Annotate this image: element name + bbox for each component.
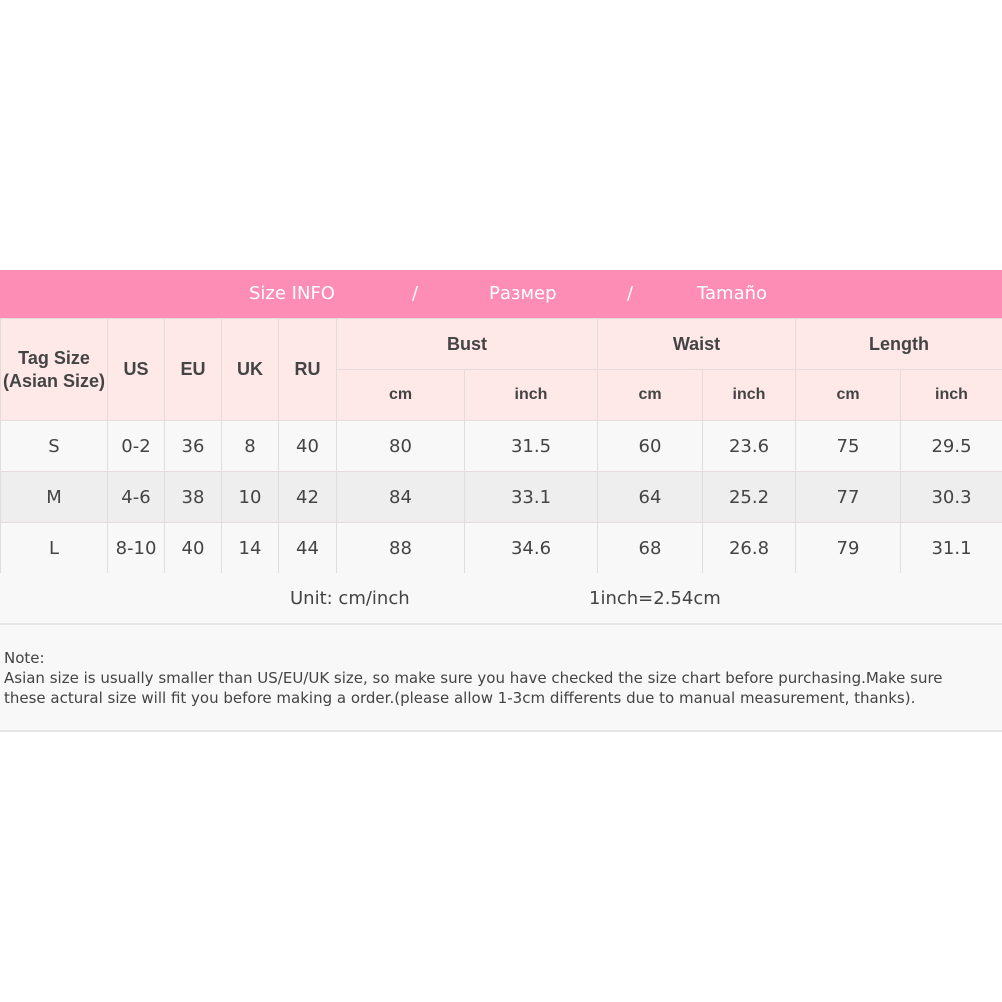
unit-row: Unit: cm/inch 1inch=2.54cm [0,573,1002,625]
cell-ru: 42 [278,471,337,523]
header-ru: RU [278,318,337,421]
note-section: Note: Asian size is usually smaller than… [0,625,1002,732]
header-uk: UK [221,318,279,421]
cell-bust-cm: 80 [336,420,465,472]
cell-waist-inch: 25.2 [702,471,796,523]
cell-us: 0-2 [107,420,165,472]
size-info-banner: Size INFO / Размер / Tamaño [0,270,1002,318]
cell-bust-inch: 33.1 [464,471,598,523]
note-title: Note: [4,649,45,667]
header-waist: Waist [597,318,796,370]
cell-waist-cm: 64 [597,471,703,523]
cell-eu: 36 [164,420,222,472]
unit-conversion: 1inch=2.54cm [589,588,721,609]
cell-length-cm: 79 [795,522,901,574]
cell-ru: 40 [278,420,337,472]
asian-size-label: (Asian Size) [2,370,106,391]
cell-length-cm: 77 [795,471,901,523]
banner-separator: / [627,283,634,304]
header-eu: EU [164,318,222,421]
table-row: M 4-6 38 10 42 84 33.1 64 25.2 77 30.3 [0,471,1002,523]
header-length-cm: cm [795,369,901,421]
unit-label: Unit: cm/inch [290,588,410,609]
header-waist-cm: cm [597,369,703,421]
cell-tag: S [0,420,108,472]
cell-length-inch: 31.1 [900,522,1002,574]
cell-eu: 40 [164,522,222,574]
header-bust-cm: cm [336,369,465,421]
header-us: US [107,318,165,421]
cell-eu: 38 [164,471,222,523]
header-bust-inch: inch [464,369,598,421]
table-row: L 8-10 40 14 44 88 34.6 68 26.8 79 31.1 [0,522,1002,574]
cell-uk: 14 [221,522,279,574]
cell-bust-cm: 88 [336,522,465,574]
cell-length-inch: 29.5 [900,420,1002,472]
cell-length-inch: 30.3 [900,471,1002,523]
note-line-2: these actural size will fit you before m… [4,689,916,707]
tag-size-label: Tag Size [18,347,90,368]
cell-bust-inch: 31.5 [464,420,598,472]
table-row: S 0-2 36 8 40 80 31.5 60 23.6 75 29.5 [0,420,1002,472]
cell-tag: M [0,471,108,523]
cell-waist-cm: 60 [597,420,703,472]
header-length-inch: inch [900,369,1002,421]
cell-uk: 8 [221,420,279,472]
cell-ru: 44 [278,522,337,574]
cell-waist-cm: 68 [597,522,703,574]
banner-separator: / [412,283,419,304]
header-bust: Bust [336,318,598,370]
header-length: Length [795,318,1002,370]
cell-bust-inch: 34.6 [464,522,598,574]
banner-title-es: Tamaño [697,283,768,304]
subheader-row: cm inch cm inch cm inch [1,369,1002,421]
cell-bust-cm: 84 [336,471,465,523]
cell-us: 4-6 [107,471,165,523]
cell-waist-inch: 26.8 [702,522,796,574]
banner-title-ru: Размер [489,283,557,304]
cell-waist-inch: 23.6 [702,420,796,472]
banner-title-en: Size INFO [249,283,335,304]
cell-us: 8-10 [107,522,165,574]
cell-uk: 10 [221,471,279,523]
header-row: Tag Size (Asian Size) US EU UK RU Bust Wa… [0,318,1002,421]
note-line-1: Asian size is usually smaller than US/EU… [4,669,943,687]
size-table: Tag Size (Asian Size) US EU UK RU Bust Wa… [0,318,1002,574]
header-waist-inch: inch [702,369,796,421]
cell-length-cm: 75 [795,420,901,472]
header-tag-size: Tag Size (Asian Size) [0,318,108,421]
cell-tag: L [0,522,108,574]
